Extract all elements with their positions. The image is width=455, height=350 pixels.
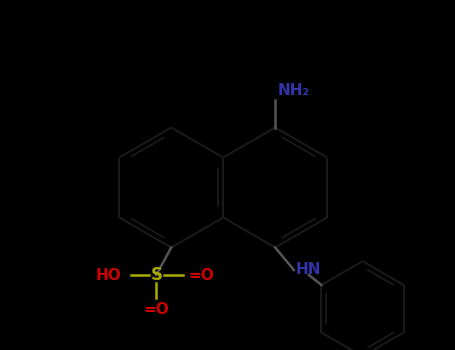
- Text: =O: =O: [189, 267, 214, 282]
- Text: S: S: [150, 266, 162, 284]
- Text: =O: =O: [143, 302, 169, 317]
- Text: HN: HN: [295, 262, 321, 278]
- Text: HO: HO: [96, 267, 121, 282]
- Text: NH₂: NH₂: [278, 83, 310, 98]
